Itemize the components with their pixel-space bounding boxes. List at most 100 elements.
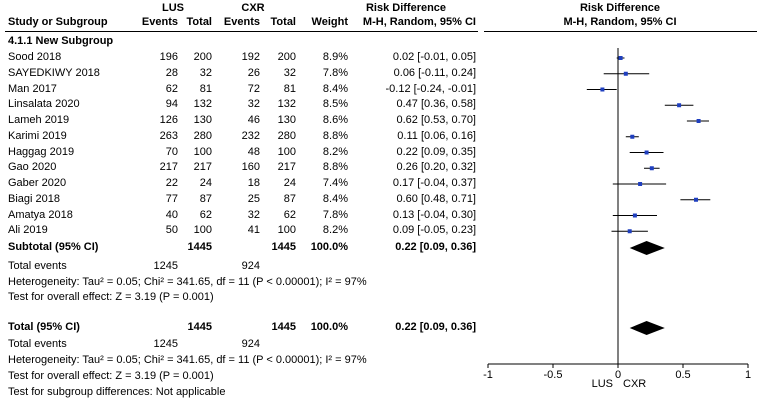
study-point-estimate [644,150,649,155]
total-weight: 100.0% [310,321,348,333]
x-tick-label: -1 [483,369,493,381]
study-events2: 48 [247,145,260,158]
study-weight: 8.8% [322,161,348,174]
method-header: M-H, Random, 95% CI [362,16,476,28]
total-overall-effect: Test for overall effect: Z = 3.19 (P = 0… [8,370,214,382]
study-ci: 0.26 [0.20, 0.32] [396,161,476,174]
subtotal-total2: 1445 [271,241,296,253]
study-events1: 196 [159,51,178,63]
study-point-estimate [632,213,637,218]
study-total1: 130 [193,114,212,126]
study-name: Lameh 2019 [8,114,70,126]
study-name: Haggag 2019 [8,145,75,158]
study-total1: 100 [193,145,212,158]
study-events1: 40 [165,208,178,221]
total-events2: 924 [241,338,260,350]
study-name: Sood 2018 [8,51,62,63]
study-events1: 62 [165,82,178,95]
study-events2: 232 [241,129,260,142]
plot-title: Risk Difference [579,2,661,14]
study-name: Gao 2020 [8,161,57,174]
study-total2: 217 [277,161,296,174]
study-events2: 32 [247,208,260,221]
study-total2: 132 [277,98,296,111]
total-heterogeneity: Heterogeneity: Tau² = 0.05; Chi² = 341.6… [8,354,367,366]
study-ci: 0.17 [-0.04, 0.37] [392,177,476,189]
study-events2: 160 [241,161,260,174]
study-ci: -0.12 [-0.24, -0.01] [385,82,477,95]
total-label: Total (95% CI) [8,321,80,333]
study-events2: 26 [247,66,260,79]
study-total1: 132 [193,98,212,111]
study-total2: 81 [283,82,296,95]
study-events1: 263 [159,129,178,142]
subtotal-events2: 924 [241,260,260,272]
study-events2: 25 [247,192,260,205]
total-events1: 1245 [153,338,178,350]
study-name: Man 2017 [8,82,57,95]
total-diamond [629,321,665,335]
study-total1: 217 [193,161,212,174]
study-ci: 0.47 [0.36, 0.58] [396,98,476,111]
x-tick-label: 0.5 [675,369,690,381]
study-total1: 32 [199,66,212,79]
study-weight: 7.8% [322,66,348,79]
study-total2: 87 [283,192,296,205]
study-weight: 8.4% [322,192,348,205]
study-total2: 32 [283,66,296,79]
study-total1: 100 [193,224,212,237]
study-weight: 8.4% [322,82,348,95]
study-total1: 87 [199,192,212,205]
study-ci: 0.22 [0.09, 0.35] [396,145,476,158]
effect-header: Risk Difference [365,2,447,14]
subtotal-ci: 0.22 [0.09, 0.36] [395,241,476,253]
subtotal-weight: 100.0% [310,241,348,253]
study-name: Biagi 2018 [8,192,60,205]
study-point-estimate [677,103,682,108]
study-point-estimate [630,134,635,139]
study-weight: 8.8% [322,129,348,142]
study-weight: 7.4% [322,177,348,189]
group1-header: LUS [162,2,184,14]
study-point-estimate [649,166,654,171]
study-total1: 200 [193,51,212,63]
study-weight: 7.8% [322,208,348,221]
total-total1: 1445 [187,321,212,333]
x-tick-label: -0.5 [544,369,563,381]
total-events-label: Total events [8,338,67,350]
subtotal-label: Subtotal (95% CI) [8,241,99,253]
events2-header: Events [223,16,260,28]
favours-left-label: LUS [591,378,613,390]
subgroup-differences-test: Test for subgroup differences: Not appli… [8,386,226,398]
study-ci: 0.02 [-0.01, 0.05] [392,51,476,63]
subtotal-total1: 1445 [187,241,212,253]
study-weight: 8.6% [322,114,348,126]
study-total1: 81 [199,82,212,95]
events1-header: Events [141,16,178,28]
study-total2: 100 [277,224,296,237]
study-total2: 280 [277,129,296,142]
total2-header: Total [270,16,296,28]
study-point-estimate [694,197,698,202]
plot-method-header: M-H, Random, 95% CI [563,16,677,28]
study-events1: 126 [159,114,178,126]
study-ci: 0.60 [0.48, 0.71] [396,192,476,205]
total-ci: 0.22 [0.09, 0.36] [395,321,476,333]
study-total1: 280 [193,129,212,142]
study-total2: 100 [277,145,296,158]
x-tick-label: 0 [615,369,621,381]
group2-header: CXR [241,2,265,14]
study-name: Amatya 2018 [8,208,73,221]
favours-right-label: CXR [623,378,647,390]
study-name: Linsalata 2020 [8,98,80,111]
header-rule-right [484,31,757,32]
subtotal-heterogeneity: Heterogeneity: Tau² = 0.05; Chi² = 341.6… [8,276,367,288]
study-events2: 18 [247,177,260,189]
study-events2: 46 [247,114,260,126]
study-weight: 8.5% [322,98,348,111]
study-total2: 24 [283,177,296,189]
study-point-estimate [638,182,643,186]
study-point-estimate [618,56,623,60]
subtotal-events-label: Total events [8,260,67,272]
